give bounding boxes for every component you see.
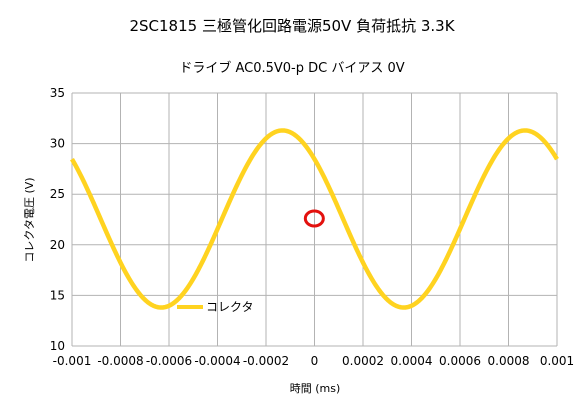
x-tick-label: 0.0002 xyxy=(342,354,384,368)
y-tick-label: 10 xyxy=(50,339,65,353)
series-layer xyxy=(70,128,559,310)
legend-label: コレクタ xyxy=(206,300,254,314)
x-axis-label: 時間 (ms) xyxy=(290,382,341,395)
x-tick-label: -0.0004 xyxy=(194,354,240,368)
x-tick-label: 0 xyxy=(311,354,319,368)
x-tick-labels: -0.001 -0.0008 -0.0006 -0.0004 -0.0002 0 0.000… xyxy=(53,354,575,368)
x-tick-label: -0.0006 xyxy=(146,354,192,368)
x-tick-label: 0.0004 xyxy=(391,354,433,368)
chart-subtitle: ドライブ AC0.5V0-p DC バイアス 0V xyxy=(179,60,404,76)
x-tick-label: 0.0006 xyxy=(439,354,481,368)
y-tick-label: 35 xyxy=(50,86,65,100)
y-axis-label: コレクタ電圧 (V) xyxy=(23,177,36,262)
x-tick-label: 0.001 xyxy=(540,354,574,368)
y-tick-label: 15 xyxy=(50,288,65,302)
y-tick-label: 30 xyxy=(50,137,65,151)
x-tick-label: -0.0008 xyxy=(97,354,143,368)
series-line xyxy=(70,128,559,310)
y-tick-labels: 10 15 20 25 30 35 xyxy=(50,86,65,353)
x-tick-label: 0.0008 xyxy=(488,354,530,368)
x-tick-label: -0.001 xyxy=(53,354,92,368)
y-tick-label: 25 xyxy=(50,187,65,201)
y-tick-label: 20 xyxy=(50,238,65,252)
grid xyxy=(71,92,558,347)
x-tick-label: -0.0002 xyxy=(243,354,289,368)
legend: コレクタ xyxy=(177,300,254,314)
highlight-circle xyxy=(303,209,325,228)
chart-title: 2SC1815 三極管化回路電源50V 負荷抵抗 3.3K xyxy=(129,17,455,35)
annotation-layer xyxy=(303,209,325,228)
